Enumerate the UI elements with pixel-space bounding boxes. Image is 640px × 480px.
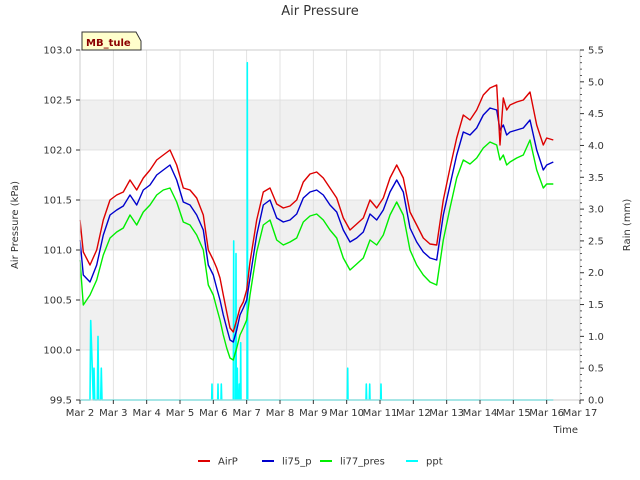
y-tick-label: 99.5 <box>50 396 72 407</box>
y2-tick-label: 2.0 <box>588 268 604 279</box>
x-tick-label: Mar 10 <box>329 408 364 419</box>
legend: AirP li75_p li77_pres ppt <box>198 457 443 468</box>
x-tick-label: Mar 11 <box>363 408 398 419</box>
plot-frame <box>79 49 581 401</box>
background-bands <box>80 100 580 350</box>
legend-label-ppt: ppt <box>426 457 443 468</box>
x-axis-ticks: Mar 2 Mar 3 Mar 4 Mar 5 Mar 6 Mar 7 Mar 8 Mar 9… <box>66 400 598 419</box>
legend-label-li75_p: li75_p <box>282 457 312 468</box>
y2-axis-title: Rain (mm) <box>622 199 633 252</box>
legend-label-AirP: AirP <box>218 457 238 468</box>
legend-label-li77_pres: li77_pres <box>340 457 385 468</box>
y2-tick-label: 3.0 <box>588 205 604 216</box>
y2-tick-label: 4.5 <box>588 109 604 120</box>
x-tick-label: Mar 3 <box>99 408 127 419</box>
y2-tick-label: 1.5 <box>588 300 604 311</box>
y-tick-label: 100.5 <box>43 296 72 307</box>
y-tick-label: 101.0 <box>43 246 72 257</box>
y2-tick-label: 3.5 <box>588 173 604 184</box>
y2-tick-label: 0.0 <box>588 396 604 407</box>
y2-tick-label: 1.0 <box>588 332 604 343</box>
y-tick-label: 101.5 <box>43 196 72 207</box>
x-tick-label: Mar 13 <box>429 408 464 419</box>
bg-band <box>80 200 580 250</box>
x-tick-label: Mar 7 <box>232 408 260 419</box>
y-tick-label: 102.5 <box>43 96 72 107</box>
y2-tick-label: 0.5 <box>588 364 604 375</box>
y-tick-label: 102.0 <box>43 146 72 157</box>
y2-tick-label: 5.5 <box>588 46 604 57</box>
y-tick-label: 103.0 <box>43 46 72 57</box>
x-axis-title: Time <box>553 425 578 436</box>
bg-band <box>80 300 580 350</box>
series-line-AirP <box>79 84 554 333</box>
series-line-li77_pres <box>79 139 554 361</box>
y-axis-ticks: 99.5 100.0 100.5 101.0 101.5 102.0 102.5 103.0 <box>43 46 80 407</box>
site-label-box: MB_tule <box>81 31 142 51</box>
x-tick-label: Mar 5 <box>166 408 194 419</box>
x-tick-label: Mar 16 <box>529 408 564 419</box>
series-line-li75_p <box>79 107 554 343</box>
x-tick-label: Mar 15 <box>496 408 531 419</box>
x-tick-label: Mar 14 <box>463 408 498 419</box>
x-tick-label: Mar 8 <box>266 408 294 419</box>
y2-tick-label: 4.0 <box>588 141 604 152</box>
x-tick-label: Mar 6 <box>199 408 227 419</box>
chart-title: Air Pressure <box>281 4 359 19</box>
y-axis-title: Air Pressure (kPa) <box>10 181 21 269</box>
x-tick-label: Mar 9 <box>299 408 327 419</box>
y2-tick-label: 5.0 <box>588 77 604 88</box>
site-label: MB_tule <box>86 38 131 49</box>
x-tick-label: Mar 2 <box>66 408 94 419</box>
x-tick-label: Mar 17 <box>563 408 598 419</box>
x-tick-label: Mar 12 <box>396 408 431 419</box>
site-label-badge <box>81 31 142 51</box>
y2-axis-ticks: 0.0 0.5 1.0 1.5 2.0 2.5 3.0 3.5 4.0 4.5 5.0 5.5 <box>580 46 604 407</box>
y-tick-label: 100.0 <box>43 346 72 357</box>
bg-band <box>80 100 580 150</box>
x-tick-label: Mar 4 <box>132 408 160 419</box>
y2-tick-label: 2.5 <box>588 236 604 247</box>
